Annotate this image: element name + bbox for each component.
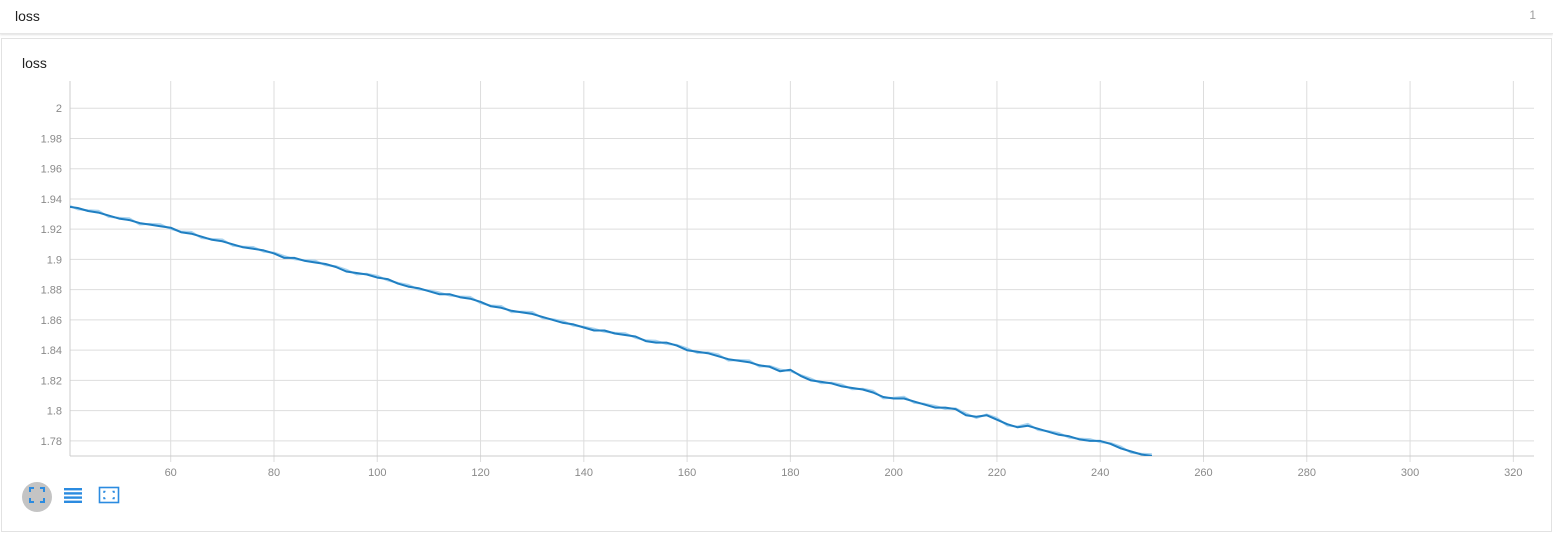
x-tick-label: 100 bbox=[368, 467, 386, 479]
section-count: 1 bbox=[1529, 8, 1536, 22]
chart-card: loss 1.78 1.8 1.82 1.84 1.86 1.88 1.9 1.92 1.94 1… bbox=[1, 38, 1552, 532]
reset-zoom-icon bbox=[98, 486, 120, 509]
series-group bbox=[70, 204, 1153, 456]
y-tick-label: 1.9 bbox=[47, 254, 62, 266]
y-tick-label: 1.86 bbox=[41, 315, 62, 327]
y-tick-label: 1.82 bbox=[41, 375, 62, 387]
series-line bbox=[70, 205, 1153, 456]
x-tick-label: 160 bbox=[678, 467, 696, 479]
x-tick-label: 140 bbox=[575, 467, 593, 479]
x-tick-label: 300 bbox=[1401, 467, 1419, 479]
y-tick-label: 1.94 bbox=[41, 194, 62, 206]
toggle-log-scale-button[interactable] bbox=[58, 482, 88, 512]
y-tick-label: 1.92 bbox=[41, 224, 62, 236]
x-tick-label: 200 bbox=[884, 467, 902, 479]
toggle-log-scale-icon bbox=[63, 486, 83, 509]
x-tick-label: 80 bbox=[268, 467, 280, 479]
x-tick-label: 220 bbox=[988, 467, 1006, 479]
x-tick-label: 180 bbox=[781, 467, 799, 479]
x-tick-label: 320 bbox=[1504, 467, 1522, 479]
chart-toolbar bbox=[22, 481, 124, 513]
loss-chart[interactable]: 1.78 1.8 1.82 1.84 1.86 1.88 1.9 1.92 1.94 1.96 1.… bbox=[2, 39, 1551, 531]
x-tick-label: 260 bbox=[1194, 467, 1212, 479]
reset-zoom-button[interactable] bbox=[94, 482, 124, 512]
fit-to-data-icon bbox=[28, 486, 46, 509]
x-tick-label: 120 bbox=[471, 467, 489, 479]
x-tick-label: 280 bbox=[1298, 467, 1316, 479]
x-tick-label: 240 bbox=[1091, 467, 1109, 479]
chart-title: loss bbox=[22, 55, 47, 71]
y-tick-label: 2 bbox=[56, 103, 62, 115]
section-title: loss bbox=[15, 8, 40, 24]
x-tick-label: 60 bbox=[165, 467, 177, 479]
y-tick-label: 1.78 bbox=[41, 436, 62, 448]
y-tick-label: 1.96 bbox=[41, 164, 62, 176]
y-tick-label: 1.98 bbox=[41, 133, 62, 145]
y-tick-label: 1.84 bbox=[41, 345, 62, 357]
section-header[interactable]: loss 1 bbox=[0, 0, 1553, 34]
y-tick-label: 1.8 bbox=[47, 406, 62, 418]
y-tick-label: 1.88 bbox=[41, 285, 62, 297]
fit-to-data-button[interactable] bbox=[22, 482, 52, 512]
